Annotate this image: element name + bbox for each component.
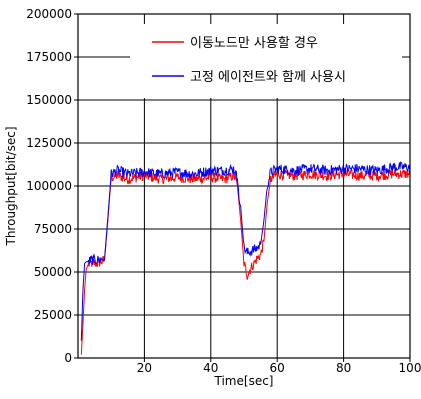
y-tick-label: 25000	[34, 308, 72, 322]
y-tick-label: 125000	[26, 136, 72, 150]
series-line-0	[80, 167, 411, 355]
series-lines	[80, 161, 411, 355]
x-tick-label: 100	[399, 361, 421, 375]
y-tick-label: 100000	[26, 179, 72, 193]
x-tick-label: 20	[137, 361, 152, 375]
legend: 이동노드만 사용할 경우 고정 에이전트와 함께 사용시	[130, 24, 402, 98]
x-tick-label: 80	[336, 361, 351, 375]
x-axis-label: Time[sec]	[214, 374, 274, 388]
legend-label-mobile-node-only: 이동노드만 사용할 경우	[190, 36, 318, 51]
tick-labels: 0 25000 50000 75000 100000 125000 150000 175000…	[26, 7, 421, 375]
y-tick-label: 150000	[26, 93, 72, 107]
series-line-1	[80, 161, 411, 341]
x-tick-label: 40	[203, 361, 218, 375]
y-tick-label: 200000	[26, 7, 72, 21]
legend-box	[130, 24, 402, 98]
y-tick-label: 175000	[26, 50, 72, 64]
y-tick-label: 75000	[34, 222, 72, 236]
y-tick-label: 0	[64, 351, 72, 365]
y-axis-label: Throughput[bit/sec]	[4, 127, 18, 247]
x-tick-label: 60	[270, 361, 285, 375]
y-tick-label: 50000	[34, 265, 72, 279]
legend-label-with-fixed-agent: 고정 에이전트와 함께 사용시	[190, 70, 346, 85]
